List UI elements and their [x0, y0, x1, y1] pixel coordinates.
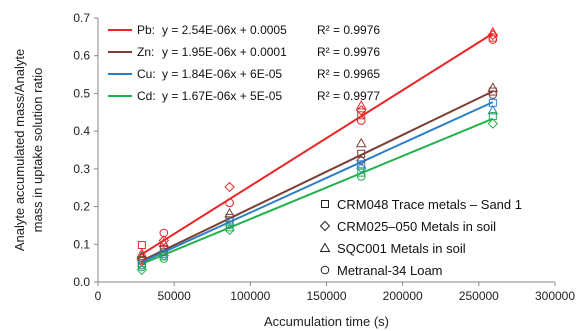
y-tick-label: 0.1 [73, 237, 90, 251]
marker-legend-label: Metranal-34 Loam [337, 263, 443, 278]
data-point-cu [487, 104, 499, 115]
legend-r-squared: R² = 0.9965 [317, 67, 380, 81]
x-tick-label: 150000 [306, 289, 346, 303]
data-point-cd [356, 172, 366, 181]
fit-line-zn [141, 90, 494, 262]
data-point-pb [137, 241, 146, 250]
data-point-pb [487, 29, 499, 41]
legend-equation: y = 1.95E-06x + 0.0001 [162, 45, 287, 59]
data-point-pb [158, 237, 170, 248]
legend-r-squared: R² = 0.9977 [317, 89, 380, 103]
y-axis-title-line-2: mass in uptake solution ratio [30, 68, 45, 233]
legend-marker-square [321, 200, 329, 208]
data-point-zn [224, 207, 235, 218]
y-axis-title: Analyte accumulated mass/Analyte mass in… [12, 49, 45, 251]
legend-marker-diamond [319, 220, 331, 232]
data-point-pb [225, 198, 234, 208]
y-tick-label: 0.7 [73, 11, 90, 25]
fit-line-pb [141, 32, 494, 256]
marker-legend: CRM048 Trace metals – Sand 1 CRM025–050 M… [319, 197, 522, 278]
data-point-cu [357, 160, 366, 169]
data-point-pb [159, 228, 169, 238]
data-point-cd [137, 262, 147, 272]
legend-r-squared: R² = 0.9976 [317, 45, 380, 59]
fit-line-cu [141, 101, 494, 263]
x-tick-label: 0 [95, 289, 102, 303]
data-point-pb [224, 181, 235, 193]
x-tick-label: 200000 [383, 289, 423, 303]
x-tick-label: 250000 [459, 289, 499, 303]
data-point-zn [159, 244, 168, 253]
y-tick-label: 0.3 [73, 162, 90, 176]
x-tick-label: 50000 [157, 289, 191, 303]
y-tick-label: 0.6 [73, 49, 90, 63]
data-point-pb [355, 99, 367, 110]
legend-equation: y = 1.84E-06x + 6E-05 [162, 67, 282, 81]
legend-series-label: Zn: [137, 45, 154, 59]
data-point-cd [224, 224, 235, 236]
legend-equation: y = 2.54E-06x + 0.0005 [162, 23, 287, 37]
x-axis-title: Accumulation time (s) [264, 314, 389, 329]
data-point-cd [487, 118, 499, 129]
data-point-zn [356, 155, 367, 166]
legend-equation: y = 1.67E-06x + 5E-05 [162, 89, 282, 103]
fit-legend: Pb: y = 2.54E-06x + 0.0005 R² = 0.9976 Zn: y… [108, 23, 380, 103]
y-axis-title-line-1: Analyte accumulated mass/Analyte [12, 49, 27, 251]
legend-series-label: Pb: [137, 23, 155, 37]
data-point-cd [159, 254, 169, 263]
data-point-zn [488, 90, 498, 99]
legend-r-squared: R² = 0.9976 [317, 23, 380, 37]
marker-legend-label: CRM025–050 Metals in soil [337, 219, 496, 234]
data-points [136, 26, 499, 276]
data-point-zn [357, 149, 366, 158]
legend-series-label: Cd: [137, 89, 156, 103]
data-point-pb [356, 105, 367, 116]
x-tick-label: 300000 [535, 289, 575, 303]
tick-labels: 0 50000 100000 150000 200000 250000 300000 0.0 0… [73, 11, 575, 303]
fit-line-cd [141, 117, 494, 265]
data-point-cd [357, 168, 366, 177]
data-point-pb [488, 35, 498, 44]
data-point-cd [225, 223, 234, 232]
y-tick-label: 0.5 [73, 86, 90, 100]
fit-lines [141, 32, 494, 265]
data-point-pb [356, 116, 366, 125]
y-tick-label: 0.4 [73, 124, 90, 138]
legend-marker-triangle [319, 242, 331, 252]
data-point-zn [355, 137, 367, 148]
x-tick-label: 100000 [230, 289, 270, 303]
data-point-cd [136, 264, 148, 276]
marker-legend-label: SQC001 Metals in soil [337, 241, 466, 256]
y-tick-label: 0.0 [73, 275, 90, 289]
data-point-zn [488, 87, 497, 96]
legend-marker-circle [320, 265, 330, 275]
legend-series-label: Cu: [137, 67, 156, 81]
data-point-zn [487, 82, 499, 92]
marker-legend-label: CRM048 Trace metals – Sand 1 [337, 197, 522, 212]
y-tick-label: 0.2 [73, 200, 90, 214]
data-point-pb [357, 111, 366, 120]
